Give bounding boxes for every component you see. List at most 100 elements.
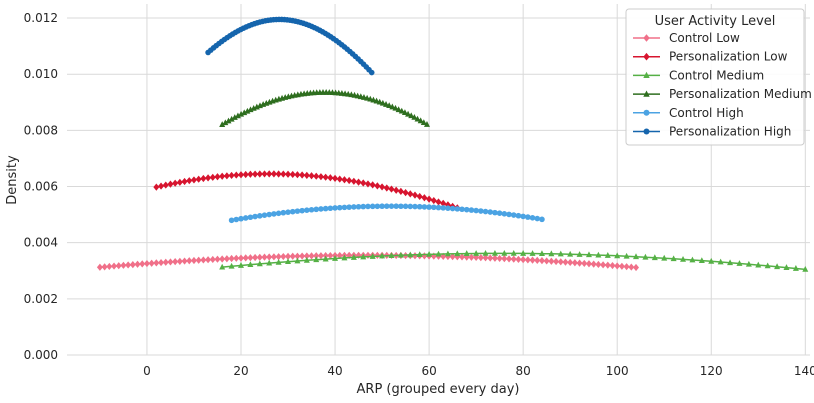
data-point [463, 250, 470, 256]
data-point [355, 203, 362, 210]
data-point [576, 259, 583, 267]
data-point [444, 250, 451, 257]
data-point [633, 253, 640, 260]
data-point [473, 253, 480, 262]
data-point [430, 204, 437, 211]
data-point [223, 255, 230, 263]
data-point [162, 258, 169, 266]
data-point [414, 115, 421, 122]
y-tick-label: 0.012 [24, 11, 58, 25]
data-point [266, 170, 273, 178]
data-point [299, 171, 306, 179]
data-point [374, 203, 381, 210]
data-point [167, 258, 174, 266]
data-point [285, 252, 292, 261]
data-point [548, 250, 555, 257]
series-control-low [96, 251, 640, 272]
data-point [294, 257, 301, 264]
data-point [562, 258, 569, 266]
data-point [482, 250, 489, 256]
data-point [299, 207, 305, 214]
data-point [623, 263, 630, 271]
data-point [491, 249, 498, 256]
data-point [360, 203, 367, 210]
data-point [520, 213, 526, 220]
series-control-medium [219, 249, 809, 272]
data-point [257, 213, 263, 219]
data-point [289, 170, 296, 179]
data-point [571, 259, 578, 267]
data-point [186, 257, 193, 265]
data-point [294, 252, 301, 260]
data-point [241, 109, 248, 116]
data-point [435, 250, 442, 257]
data-point [336, 251, 343, 260]
data-point [643, 128, 650, 135]
series-layer [96, 16, 809, 272]
data-point [115, 262, 122, 270]
data-point [412, 203, 418, 210]
data-point [219, 255, 226, 263]
data-point [336, 204, 343, 211]
data-point [346, 251, 353, 259]
data-point [473, 250, 480, 256]
data-point [313, 256, 320, 263]
data-point [487, 209, 494, 215]
data-point [383, 203, 390, 209]
data-point [111, 262, 118, 270]
data-point [426, 250, 433, 257]
data-point [379, 203, 385, 210]
data-point [736, 260, 743, 266]
data-point [595, 260, 602, 269]
data-point [643, 71, 650, 78]
data-point [242, 170, 249, 179]
data-point [445, 205, 451, 211]
data-point [609, 261, 616, 270]
data-point [200, 174, 207, 183]
data-point [388, 185, 395, 193]
data-point [379, 99, 386, 106]
data-point [252, 213, 258, 220]
data-point [247, 214, 254, 221]
data-point [219, 263, 226, 270]
data-point [153, 183, 160, 191]
data-point [341, 254, 348, 261]
data-point [369, 203, 376, 210]
data-point [411, 191, 418, 199]
x-tick-label: 60 [421, 364, 436, 378]
data-point [256, 260, 263, 267]
data-point [590, 260, 597, 268]
data-point [322, 252, 329, 260]
data-point [802, 265, 809, 272]
data-point [237, 262, 244, 268]
data-point [369, 253, 376, 259]
data-point [501, 255, 508, 263]
data-point [351, 204, 357, 210]
data-point [327, 251, 334, 260]
data-point [172, 179, 179, 187]
y-tick-label: 0.004 [24, 236, 58, 250]
data-point [402, 189, 409, 197]
data-point [651, 254, 658, 261]
data-point [482, 208, 489, 215]
data-point [661, 254, 668, 261]
data-point [680, 255, 687, 262]
data-point [618, 262, 625, 270]
data-point [234, 112, 241, 119]
data-point [294, 171, 301, 179]
data-point [364, 251, 371, 259]
data-point [222, 119, 229, 126]
data-point [289, 252, 296, 260]
data-point [256, 253, 263, 261]
data-point [275, 253, 282, 261]
data-point [383, 184, 390, 192]
data-point [101, 263, 108, 271]
data-point [200, 256, 207, 264]
data-point [421, 194, 428, 202]
data-point [774, 263, 781, 270]
data-point [280, 252, 287, 261]
data-point [247, 261, 254, 268]
data-point [520, 255, 527, 264]
data-point [501, 249, 508, 256]
